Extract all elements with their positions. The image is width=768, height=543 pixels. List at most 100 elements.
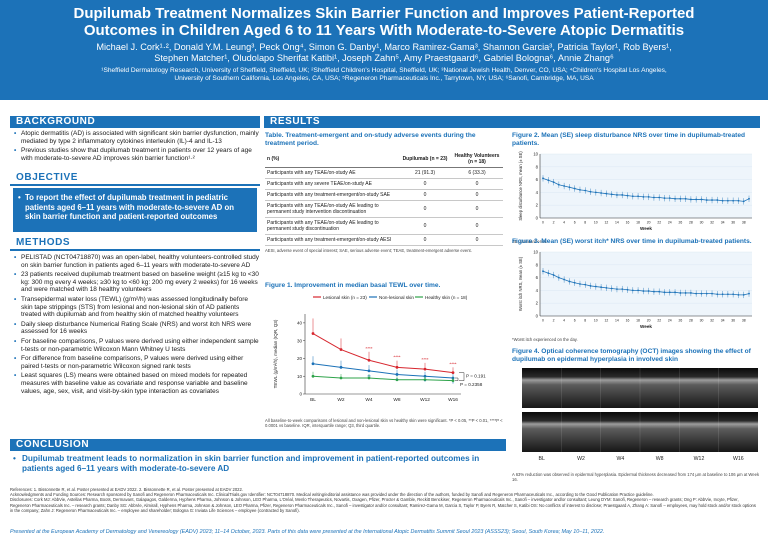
data-point [584, 189, 587, 191]
x-tick-label: 22 [657, 318, 661, 322]
table-cell-value: 6 (33.3) [451, 167, 503, 179]
table-cell-value: 0 [451, 178, 503, 190]
data-point [367, 369, 371, 373]
data-point [311, 331, 315, 335]
data-point [339, 365, 343, 369]
y-tick-label: 2 [536, 202, 539, 207]
figure-1-caption: Figure 1. Improvement in median basal TE… [265, 282, 441, 289]
p-value-1: P = 0.191 [466, 374, 486, 379]
x-tick-label: 26 [678, 220, 682, 224]
ae-table: n (%) Dupilumab (n = 23) Healthy Volunte… [265, 150, 503, 246]
data-point [423, 374, 427, 378]
table-row: Participants with any treatment-emergent… [265, 234, 503, 246]
disclosures: Disclosures: Cork MJ: AbbVie, Astellas P… [10, 497, 756, 513]
conclusion-box: • Dupilumab treatment leads to normaliza… [13, 454, 507, 474]
data-point [395, 372, 399, 376]
data-point [395, 365, 399, 369]
table-cell-label: Participants with any treatment-emergent… [265, 189, 399, 201]
data-point [726, 199, 729, 202]
x-tick-label: 26 [678, 318, 682, 322]
data-point [626, 288, 629, 291]
conclusion-heading: CONCLUSION [10, 439, 506, 451]
data-point [594, 191, 597, 193]
figure-3-block: Figure 3. Mean (SE) worst itch* NRS over… [512, 238, 762, 342]
title-line-1: Dupilumab Treatment Normalizes Skin Barr… [73, 5, 695, 22]
x-tick-label: 30 [700, 220, 704, 224]
data-point [594, 285, 597, 288]
x-tick-label: 16 [626, 318, 630, 322]
table-cell-label: Participants with any treatment-emergent… [265, 234, 399, 246]
ae-table-block: Table. Treatment-emergent and on-study a… [265, 132, 503, 253]
data-point [605, 192, 608, 195]
data-point [637, 194, 639, 197]
methods-section: PELISTAD (NCT04718870) was an open-label… [13, 254, 259, 397]
methods-item: Daily sleep disturbance Numerical Rating… [13, 321, 259, 336]
y-tick-label: 10 [297, 374, 303, 379]
series-line [542, 270, 750, 296]
data-point [705, 198, 708, 201]
x-axis-label: Week [640, 226, 652, 231]
data-point [658, 196, 661, 199]
data-point [631, 194, 634, 197]
data-point [631, 289, 634, 292]
series-line [542, 177, 750, 202]
data-point [367, 358, 371, 362]
data-point [579, 282, 581, 285]
data-point [732, 199, 735, 202]
bracket [455, 377, 459, 381]
x-tick-label: 34 [721, 318, 725, 322]
plot-area [540, 251, 752, 316]
figure-3-caption: Figure 3. Mean (SE) worst itch* NRS over… [512, 238, 752, 245]
table-cell-label: Participants with any severe TEAE/on-stu… [265, 178, 399, 190]
data-point [610, 287, 613, 290]
y-tick-label: 6 [536, 177, 539, 182]
x-tick-label: 22 [657, 220, 661, 224]
methods-list: PELISTAD (NCT04718870) was an open-label… [13, 254, 259, 395]
y-tick-label: 8 [536, 262, 539, 267]
figure-1-chart: Lesional skin (n = 23) Non-lesional skin H… [273, 295, 486, 403]
poster-header: Dupilumab Treatment Normalizes Skin Barr… [0, 0, 768, 100]
data-point [568, 280, 571, 283]
x-tick-label: 2 [553, 318, 555, 322]
data-point [742, 293, 745, 296]
data-point [748, 197, 750, 200]
table-cell-value: 0 [451, 189, 503, 201]
data-point [689, 291, 692, 294]
x-tick-label: 2 [553, 220, 555, 224]
conclusion-bullet: • [13, 454, 16, 463]
data-point [563, 278, 566, 281]
data-point [367, 376, 371, 380]
data-point [716, 198, 719, 201]
figure-4-block: Figure 4. Optical coherence tomography (… [512, 348, 762, 482]
methods-item: Least squares (LS) means were obtained b… [13, 372, 259, 395]
data-point [653, 290, 655, 293]
x-tick-label: 16 [626, 220, 630, 224]
table-header-n: n (%) [265, 150, 399, 168]
data-point [642, 195, 645, 198]
y-tick-label: 6 [536, 275, 539, 280]
affiliations: ¹Sheffield Dermatology Research, Univers… [0, 67, 768, 83]
figure-1-block: Figure 1. Improvement in median basal TE… [265, 282, 503, 428]
data-point [737, 293, 740, 296]
figure-4-caption: Figure 4. Optical coherence tomography (… [512, 348, 751, 363]
figure-1-footnote: All baseline-to-week comparisons of lesi… [265, 417, 503, 428]
x-axis-label: Week [640, 324, 652, 329]
y-tick-label: 40 [297, 320, 303, 325]
poster-title: Dupilumab Treatment Normalizes Skin Barr… [0, 0, 768, 39]
significance-lesional: **** [449, 361, 456, 366]
x-tick-label: 8 [584, 220, 586, 224]
data-point [542, 270, 544, 272]
methods-item: For baseline comparisons, P values were … [13, 338, 259, 353]
data-point [647, 289, 650, 292]
oct-panel-label: W8 [656, 456, 664, 462]
oct-panel-label: BL [538, 456, 544, 462]
x-tick-label: 4 [563, 220, 565, 224]
table-cell-value: 0 [451, 234, 503, 246]
oct-image-bottom [522, 411, 758, 452]
x-tick-label: 14 [615, 318, 619, 322]
significance-nonlesional: * [396, 377, 398, 382]
data-point [557, 183, 560, 186]
x-tick-label: 28 [689, 220, 693, 224]
x-tick-label: 32 [710, 220, 714, 224]
